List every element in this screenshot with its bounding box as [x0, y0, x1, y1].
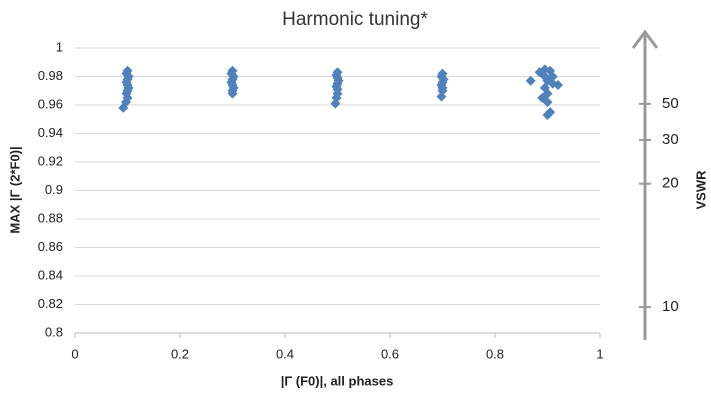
x-tick-label: 0 — [71, 346, 78, 361]
point — [330, 98, 341, 109]
point — [542, 109, 553, 120]
y2-tick-label: 50 — [662, 95, 679, 112]
y-tick-label: 1 — [56, 39, 63, 54]
x-tick-label: 1 — [596, 346, 603, 361]
y2-tick-label: 30 — [662, 131, 679, 148]
y-tick-label: 0.98 — [38, 68, 63, 83]
vswr-arrow-head — [631, 29, 659, 49]
point — [525, 75, 536, 86]
x-tick-label: 0.2 — [171, 346, 189, 361]
y-tick-label: 0.82 — [38, 296, 63, 311]
x-tick-label: 0.6 — [381, 346, 399, 361]
y2-axis-label: VSWR — [693, 170, 708, 210]
y2-tick-label: 20 — [662, 175, 679, 192]
y-tick-label: 0.96 — [38, 96, 63, 111]
y-tick-label: 0.94 — [38, 125, 63, 140]
y-tick-label: 0.84 — [38, 267, 63, 282]
y-axis-label: MAX |Γ (2*F0)| — [7, 146, 22, 233]
y-tick-label: 0.86 — [38, 239, 63, 254]
chart-title: Harmonic tuning* — [282, 9, 428, 30]
x-tick-label: 0.8 — [486, 346, 504, 361]
y-tick-label: 0.92 — [38, 153, 63, 168]
y-tick-label: 0.8 — [45, 324, 63, 339]
y2-tick-label: 10 — [662, 298, 679, 315]
point — [436, 91, 447, 102]
point — [227, 88, 238, 99]
x-tick-label: 0.4 — [276, 346, 294, 361]
point — [118, 102, 129, 113]
y-tick-label: 0.88 — [38, 210, 63, 225]
y-tick-label: 0.9 — [45, 182, 63, 197]
point — [542, 97, 553, 108]
point — [547, 78, 558, 89]
point — [539, 71, 550, 82]
x-axis-label: |Γ (F0)|, all phases — [281, 373, 394, 388]
